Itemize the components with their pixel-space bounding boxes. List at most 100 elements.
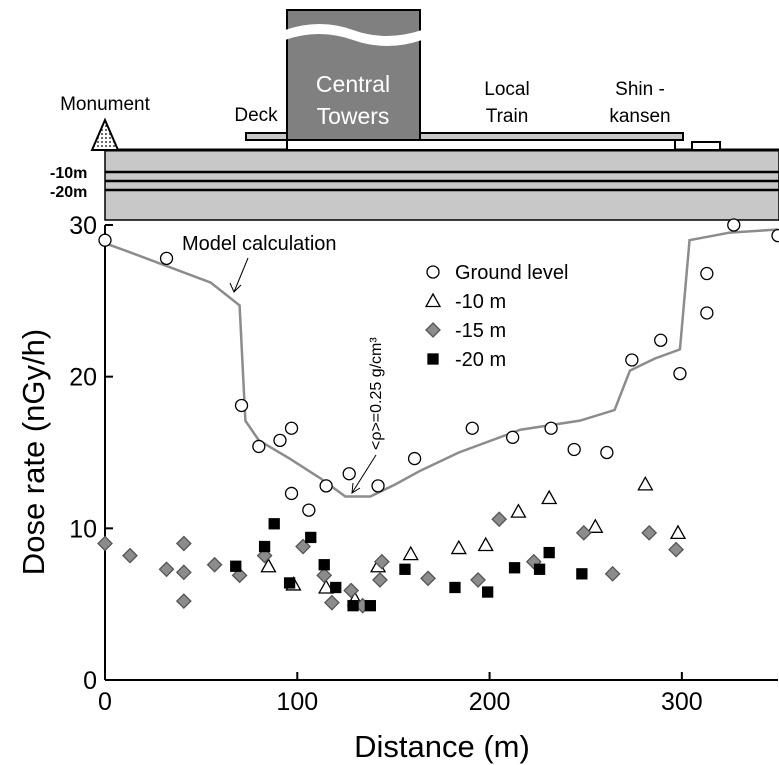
data-point xyxy=(700,306,714,320)
data-point xyxy=(372,571,388,588)
data-point xyxy=(481,586,494,598)
data-point xyxy=(284,486,299,501)
schematic-label: Shin - xyxy=(615,79,665,100)
depth-label: -10m xyxy=(50,165,87,182)
data-point xyxy=(175,564,192,581)
tower-break xyxy=(285,24,422,46)
legend-marker xyxy=(426,265,440,279)
data-point xyxy=(668,541,685,558)
data-point xyxy=(175,593,192,610)
data-point xyxy=(575,524,592,541)
data-point xyxy=(371,479,385,493)
data-point xyxy=(347,600,359,612)
x-tick-label: 0 xyxy=(98,688,112,716)
data-point xyxy=(175,535,192,552)
data-point xyxy=(700,266,714,281)
annotation-arrow xyxy=(233,257,249,293)
data-point xyxy=(637,476,654,491)
data-point xyxy=(230,560,242,572)
legend-label: -20 m xyxy=(455,349,506,371)
data-point xyxy=(316,567,333,584)
data-point xyxy=(477,536,494,552)
data-point xyxy=(342,467,356,481)
data-point xyxy=(576,568,588,580)
data-point xyxy=(97,535,113,552)
schematic-label: Monument xyxy=(60,94,150,115)
schematic-label: Local xyxy=(484,79,529,100)
data-point xyxy=(373,553,390,570)
data-point xyxy=(273,433,287,448)
monument-icon xyxy=(90,117,120,151)
data-point xyxy=(318,559,330,571)
data-point xyxy=(505,430,520,444)
data-point xyxy=(330,581,342,594)
data-point xyxy=(669,524,687,540)
data-point xyxy=(302,503,316,517)
data-point xyxy=(258,540,271,553)
data-point xyxy=(465,421,479,435)
data-point xyxy=(234,398,249,413)
y-tick-label: 10 xyxy=(69,515,97,543)
schematic-label: Train xyxy=(486,106,529,127)
data-point xyxy=(508,562,521,574)
data-point xyxy=(533,563,546,575)
legend-marker xyxy=(425,322,441,338)
data-point xyxy=(159,251,174,266)
data-point xyxy=(470,571,486,588)
schematic-label: kansen xyxy=(609,106,670,127)
data-point xyxy=(305,531,317,544)
data-point xyxy=(587,518,604,533)
annotation-arrow xyxy=(229,282,242,293)
data-point xyxy=(284,421,299,435)
data-point xyxy=(420,570,436,587)
data-point xyxy=(206,556,223,573)
data-point xyxy=(252,439,266,454)
annotation-arrow xyxy=(351,482,361,494)
data-point xyxy=(407,451,422,466)
data-point xyxy=(727,218,741,232)
x-axis-label: Distance (m) xyxy=(354,729,530,764)
data-point xyxy=(98,233,112,247)
data-point xyxy=(567,442,581,457)
annotation: <ρ>=0.25 g/cm³ xyxy=(368,337,385,450)
legend-label: -15 m xyxy=(455,320,506,342)
y-tick-label: 20 xyxy=(69,364,97,392)
schematic-label: Central xyxy=(316,71,390,97)
data-point xyxy=(673,366,687,381)
data-point xyxy=(600,445,614,460)
data-point xyxy=(541,489,558,505)
data-point xyxy=(544,421,558,435)
data-point xyxy=(450,539,467,555)
legend-label: Ground level xyxy=(455,262,568,284)
x-tick-label: 100 xyxy=(276,688,318,716)
platform xyxy=(286,139,676,151)
y-tick-label: 30 xyxy=(69,212,97,240)
schematic-label: Deck xyxy=(234,105,278,126)
data-point xyxy=(283,577,296,589)
x-tick-label: 200 xyxy=(469,688,511,716)
data-point xyxy=(449,581,461,594)
annotation-arrow xyxy=(351,454,377,494)
y-axis-label: Dose rate (nGy/h) xyxy=(16,329,51,575)
data-point xyxy=(771,228,779,243)
model-line xyxy=(104,228,779,498)
data-point xyxy=(364,600,377,612)
x-tick-label: 300 xyxy=(661,688,703,716)
legend-marker xyxy=(424,292,442,308)
data-point xyxy=(122,547,138,564)
data-point xyxy=(604,565,621,582)
depth-label: -20m xyxy=(50,184,87,201)
data-point xyxy=(402,545,419,561)
data-point xyxy=(323,594,340,611)
schematic-label: Towers xyxy=(317,103,390,129)
data-point xyxy=(260,557,277,573)
data-point xyxy=(399,563,411,575)
data-point xyxy=(543,546,555,559)
y-tick-label: 0 xyxy=(83,667,97,695)
data-point xyxy=(268,518,280,530)
data-point xyxy=(319,479,333,493)
data-point xyxy=(158,561,175,578)
data-point xyxy=(641,524,658,541)
